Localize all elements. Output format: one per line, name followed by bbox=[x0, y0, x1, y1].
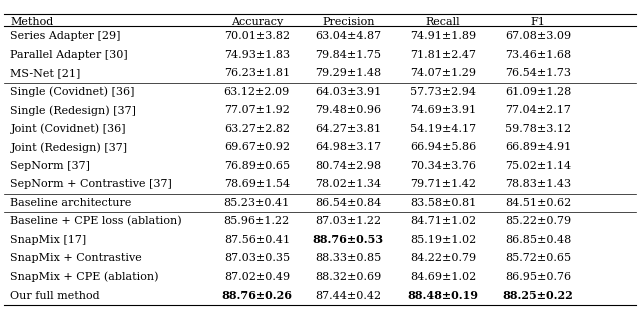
Text: 66.94±5.86: 66.94±5.86 bbox=[410, 143, 476, 153]
Text: 87.03±1.22: 87.03±1.22 bbox=[316, 216, 381, 226]
Text: 79.84±1.75: 79.84±1.75 bbox=[316, 50, 381, 60]
Text: 83.58±0.81: 83.58±0.81 bbox=[410, 198, 476, 208]
Text: Precision: Precision bbox=[322, 17, 374, 27]
Text: 87.02±0.49: 87.02±0.49 bbox=[224, 272, 290, 282]
Text: 84.51±0.62: 84.51±0.62 bbox=[505, 198, 571, 208]
Text: 84.22±0.79: 84.22±0.79 bbox=[410, 253, 476, 263]
Text: 66.89±4.91: 66.89±4.91 bbox=[505, 143, 571, 153]
Text: 78.83±1.43: 78.83±1.43 bbox=[505, 179, 571, 189]
Text: 85.22±0.79: 85.22±0.79 bbox=[505, 216, 571, 226]
Text: 67.08±3.09: 67.08±3.09 bbox=[505, 31, 571, 41]
Text: 78.69±1.54: 78.69±1.54 bbox=[224, 179, 290, 189]
Text: 73.46±1.68: 73.46±1.68 bbox=[505, 50, 571, 60]
Text: 74.91±1.89: 74.91±1.89 bbox=[410, 31, 476, 41]
Text: F1: F1 bbox=[531, 17, 545, 27]
Text: SepNorm [37]: SepNorm [37] bbox=[10, 161, 90, 171]
Text: Joint (Redesign) [37]: Joint (Redesign) [37] bbox=[10, 142, 127, 153]
Text: 87.44±0.42: 87.44±0.42 bbox=[316, 290, 381, 300]
Text: Baseline architecture: Baseline architecture bbox=[10, 198, 132, 208]
Text: 80.74±2.98: 80.74±2.98 bbox=[316, 161, 381, 171]
Text: SnapMix [17]: SnapMix [17] bbox=[10, 235, 87, 245]
Text: Accuracy: Accuracy bbox=[230, 17, 283, 27]
Text: 84.71±1.02: 84.71±1.02 bbox=[410, 216, 476, 226]
Text: 76.89±0.65: 76.89±0.65 bbox=[224, 161, 290, 171]
Text: 79.71±1.42: 79.71±1.42 bbox=[410, 179, 476, 189]
Text: 74.07±1.29: 74.07±1.29 bbox=[410, 69, 476, 79]
Text: 78.02±1.34: 78.02±1.34 bbox=[316, 179, 381, 189]
Text: 64.03±3.91: 64.03±3.91 bbox=[316, 87, 381, 97]
Text: Recall: Recall bbox=[426, 17, 461, 27]
Text: 74.69±3.91: 74.69±3.91 bbox=[410, 106, 476, 116]
Text: 63.12±2.09: 63.12±2.09 bbox=[224, 87, 290, 97]
Text: 61.09±1.28: 61.09±1.28 bbox=[505, 87, 571, 97]
Text: Baseline + CPE loss (ablation): Baseline + CPE loss (ablation) bbox=[10, 216, 182, 227]
Text: 79.29±1.48: 79.29±1.48 bbox=[316, 69, 381, 79]
Text: SepNorm + Contrastive [37]: SepNorm + Contrastive [37] bbox=[10, 179, 172, 189]
Text: 87.56±0.41: 87.56±0.41 bbox=[224, 235, 290, 245]
Text: 63.27±2.82: 63.27±2.82 bbox=[224, 124, 290, 134]
Text: SnapMix + CPE (ablation): SnapMix + CPE (ablation) bbox=[10, 272, 159, 282]
Text: 88.33±0.85: 88.33±0.85 bbox=[316, 253, 381, 263]
Text: Single (Redesign) [37]: Single (Redesign) [37] bbox=[10, 105, 136, 116]
Text: 64.98±3.17: 64.98±3.17 bbox=[316, 143, 381, 153]
Text: 88.25±0.22: 88.25±0.22 bbox=[502, 290, 573, 301]
Text: Our full method: Our full method bbox=[10, 290, 100, 300]
Text: 57.73±2.94: 57.73±2.94 bbox=[410, 87, 476, 97]
Text: 86.95±0.76: 86.95±0.76 bbox=[505, 272, 571, 282]
Text: 88.32±0.69: 88.32±0.69 bbox=[316, 272, 381, 282]
Text: 85.19±1.02: 85.19±1.02 bbox=[410, 235, 476, 245]
Text: 88.48±0.19: 88.48±0.19 bbox=[408, 290, 479, 301]
Text: 54.19±4.17: 54.19±4.17 bbox=[410, 124, 476, 134]
Text: 87.03±0.35: 87.03±0.35 bbox=[224, 253, 290, 263]
Text: 59.78±3.12: 59.78±3.12 bbox=[505, 124, 571, 134]
Text: 63.04±4.87: 63.04±4.87 bbox=[316, 31, 381, 41]
Text: Series Adapter [29]: Series Adapter [29] bbox=[10, 31, 121, 41]
Text: Method: Method bbox=[10, 17, 54, 27]
Text: 88.76±0.53: 88.76±0.53 bbox=[313, 234, 384, 245]
Text: 75.02±1.14: 75.02±1.14 bbox=[505, 161, 571, 171]
Text: 84.69±1.02: 84.69±1.02 bbox=[410, 272, 476, 282]
Text: 85.72±0.65: 85.72±0.65 bbox=[505, 253, 571, 263]
Text: 74.93±1.83: 74.93±1.83 bbox=[224, 50, 290, 60]
Text: MS-Net [21]: MS-Net [21] bbox=[10, 69, 81, 79]
Text: 76.23±1.81: 76.23±1.81 bbox=[224, 69, 290, 79]
Text: 86.54±0.84: 86.54±0.84 bbox=[316, 198, 381, 208]
Text: 64.27±3.81: 64.27±3.81 bbox=[316, 124, 381, 134]
Text: Joint (Covidnet) [36]: Joint (Covidnet) [36] bbox=[10, 124, 126, 134]
Text: 69.67±0.92: 69.67±0.92 bbox=[224, 143, 290, 153]
Text: 79.48±0.96: 79.48±0.96 bbox=[316, 106, 381, 116]
Text: 70.01±3.82: 70.01±3.82 bbox=[224, 31, 290, 41]
Text: 88.76±0.26: 88.76±0.26 bbox=[221, 290, 292, 301]
Text: Single (Covidnet) [36]: Single (Covidnet) [36] bbox=[10, 87, 135, 97]
Text: 77.07±1.92: 77.07±1.92 bbox=[224, 106, 290, 116]
Text: 86.85±0.48: 86.85±0.48 bbox=[505, 235, 571, 245]
Text: Parallel Adapter [30]: Parallel Adapter [30] bbox=[10, 50, 128, 60]
Text: 85.96±1.22: 85.96±1.22 bbox=[224, 216, 290, 226]
Text: 70.34±3.76: 70.34±3.76 bbox=[410, 161, 476, 171]
Text: SnapMix + Contrastive: SnapMix + Contrastive bbox=[10, 253, 142, 263]
Text: 76.54±1.73: 76.54±1.73 bbox=[505, 69, 571, 79]
Text: 71.81±2.47: 71.81±2.47 bbox=[410, 50, 476, 60]
Text: 85.23±0.41: 85.23±0.41 bbox=[224, 198, 290, 208]
Text: 77.04±2.17: 77.04±2.17 bbox=[505, 106, 571, 116]
